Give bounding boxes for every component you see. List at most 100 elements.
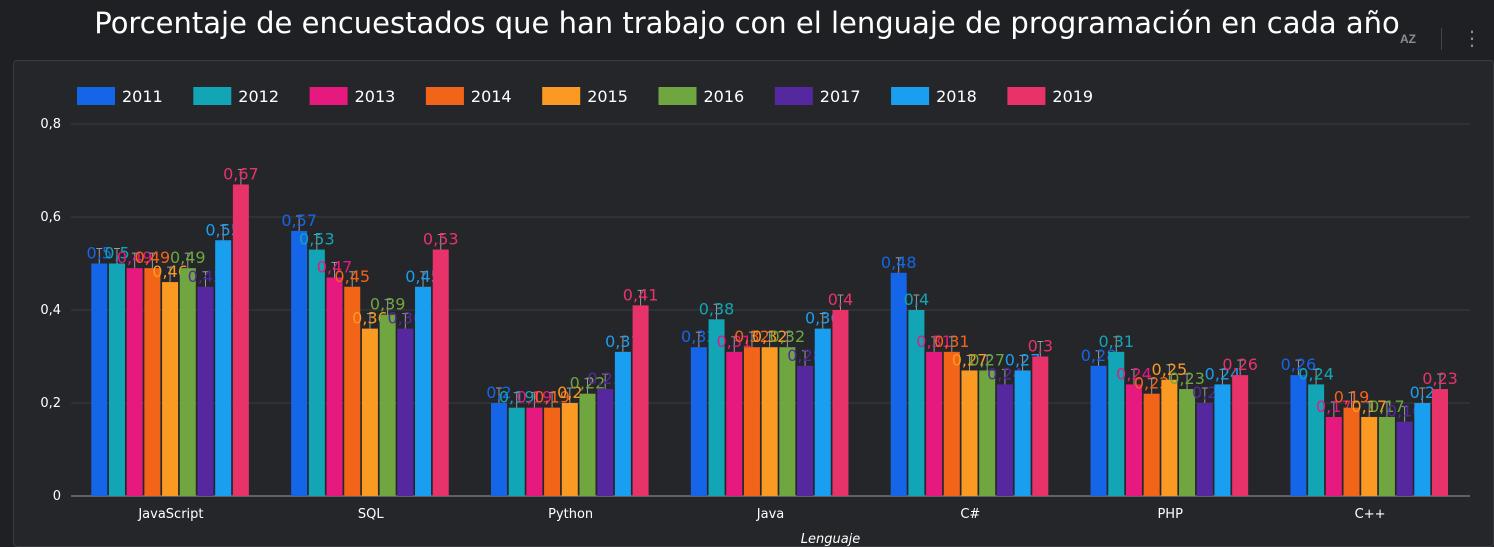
bar[interactable] (397, 328, 414, 496)
bar[interactable] (761, 347, 778, 496)
data-label: 0,19 (499, 388, 535, 407)
bar[interactable] (1232, 375, 1249, 496)
bar[interactable] (1143, 393, 1160, 496)
bar[interactable] (579, 393, 596, 496)
legend-item-2013[interactable]: 2013 (355, 87, 396, 106)
data-label: 0,16 (1387, 402, 1423, 421)
bar[interactable] (544, 407, 561, 496)
bar[interactable] (432, 249, 449, 496)
legend-swatch (77, 87, 115, 105)
data-label: 0,24 (1298, 364, 1334, 383)
bar[interactable] (708, 319, 725, 496)
bar[interactable] (1196, 403, 1213, 496)
data-label: 0,36 (352, 309, 388, 328)
data-label: 0,3 (1028, 337, 1053, 356)
data-label: 0,57 (281, 211, 317, 230)
bar[interactable] (561, 403, 578, 496)
x-tick-label: C# (960, 507, 980, 522)
bar[interactable] (996, 384, 1013, 496)
bar[interactable] (632, 305, 649, 496)
bar[interactable] (614, 351, 631, 496)
bar[interactable] (1414, 403, 1431, 496)
legend-item-2018[interactable]: 2018 (936, 87, 977, 106)
bar[interactable] (1343, 407, 1360, 496)
data-label: 0,47 (317, 257, 353, 276)
bar[interactable] (526, 407, 543, 496)
bar[interactable] (379, 314, 396, 496)
legend-item-2014[interactable]: 2014 (471, 87, 512, 106)
bar[interactable] (1032, 356, 1049, 497)
bar[interactable] (361, 328, 378, 496)
bar[interactable] (979, 370, 996, 496)
bar[interactable] (344, 286, 361, 496)
bar[interactable] (943, 351, 960, 496)
x-tick-label: Java (756, 507, 784, 522)
chart-panel: 0 0,2 0,4 0,6 0,8 2011 2012 2013 2014 2015 2016 201… (13, 60, 1494, 547)
bar[interactable] (1396, 421, 1413, 496)
bar[interactable] (1378, 416, 1395, 496)
data-label: 0,49 (135, 248, 171, 267)
bar[interactable] (1290, 375, 1307, 496)
data-label: 0,22 (570, 374, 606, 393)
sort-az-icon[interactable]: AZ (1400, 32, 1416, 46)
bar[interactable] (597, 389, 614, 496)
bar[interactable] (890, 272, 907, 496)
bar[interactable] (197, 286, 214, 496)
data-label: 0,31 (916, 332, 952, 351)
bar[interactable] (215, 240, 232, 496)
bar[interactable] (108, 263, 125, 497)
data-label: 0,26 (1281, 355, 1317, 374)
bar[interactable] (490, 403, 507, 496)
bar[interactable] (162, 282, 179, 496)
bar[interactable] (1014, 370, 1031, 496)
bar[interactable] (91, 263, 108, 497)
bar[interactable] (690, 347, 707, 496)
bar[interactable] (814, 328, 831, 496)
bar[interactable] (908, 310, 925, 496)
bar[interactable] (232, 184, 249, 496)
bar[interactable] (1214, 384, 1231, 496)
legend-item-2011[interactable]: 2011 (122, 87, 163, 106)
bar[interactable] (1108, 351, 1125, 496)
bar[interactable] (726, 351, 743, 496)
legend-item-2015[interactable]: 2015 (587, 87, 628, 106)
bar[interactable] (291, 230, 308, 496)
bar[interactable] (1308, 384, 1325, 496)
bar[interactable] (797, 365, 814, 496)
bar[interactable] (144, 268, 161, 496)
legend-item-2019[interactable]: 2019 (1052, 87, 1093, 106)
bar[interactable] (743, 347, 760, 496)
data-label: 0,38 (699, 299, 735, 318)
bar[interactable] (308, 249, 325, 496)
data-label: 0,45 (334, 267, 370, 286)
toolbar-divider (1441, 28, 1442, 50)
legend-item-2017[interactable]: 2017 (820, 87, 861, 106)
bar[interactable] (1325, 416, 1342, 496)
data-label: 0,23 (587, 369, 623, 388)
legend-swatch (1007, 87, 1046, 105)
bar[interactable] (1125, 384, 1142, 496)
bar[interactable] (126, 268, 143, 496)
bar[interactable] (1361, 416, 1378, 496)
bar[interactable] (1432, 389, 1449, 496)
legend-item-2012[interactable]: 2012 (238, 87, 279, 106)
bar[interactable] (415, 286, 432, 496)
bar[interactable] (779, 347, 796, 496)
bar[interactable] (832, 310, 849, 496)
more-vertical-icon[interactable]: ⋮ (1462, 28, 1482, 50)
data-label: 0,23 (1169, 369, 1205, 388)
bar[interactable] (179, 268, 196, 496)
legend-item-2016[interactable]: 2016 (704, 87, 745, 106)
bar[interactable] (326, 277, 343, 496)
data-label: 0,2 (486, 383, 511, 402)
bar[interactable] (1161, 379, 1178, 496)
y-tick-label: 0,4 (40, 303, 61, 318)
bar[interactable] (926, 351, 943, 496)
data-label: 0,27 (952, 350, 988, 369)
bar[interactable] (1179, 389, 1196, 496)
bar[interactable] (508, 407, 525, 496)
bar[interactable] (1090, 365, 1107, 496)
data-label: 0,45 (188, 267, 224, 286)
legend-swatch (542, 87, 581, 105)
bar[interactable] (961, 370, 978, 496)
